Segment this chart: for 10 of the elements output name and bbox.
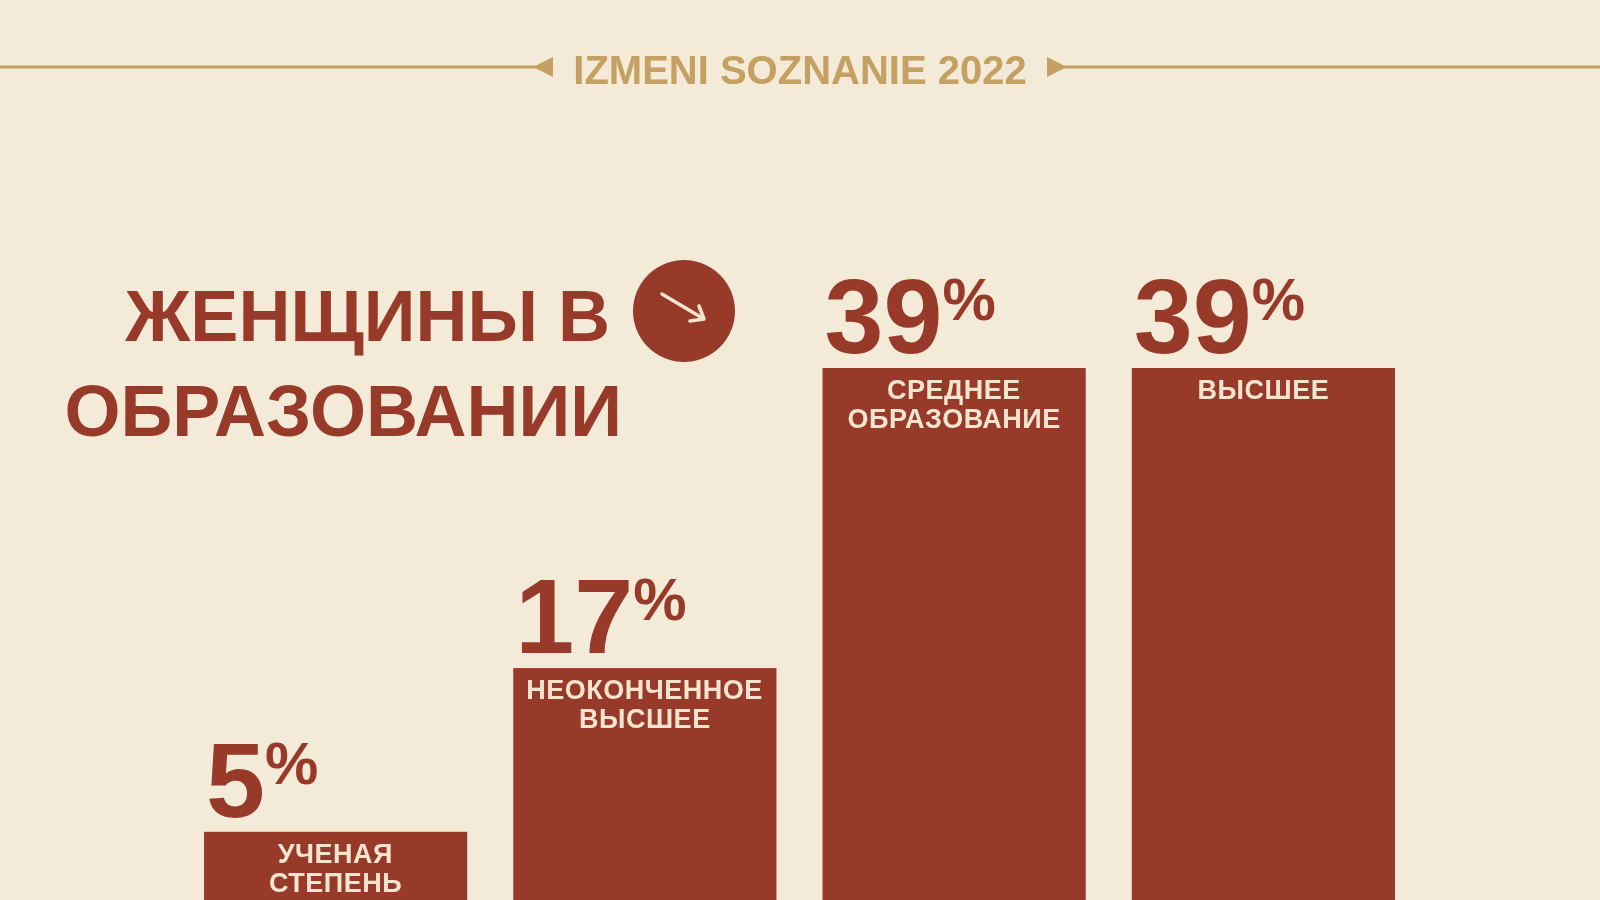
x-tick-label: НЕОКОНЧЕННОЕ ВЫСШЕЕ <box>526 675 763 735</box>
x-tick-label: УЧЕНАЯ СТЕПЕНЬ <box>269 838 403 898</box>
data-label: 39$^{%}$ <box>1133 257 1306 375</box>
data-label: 5$^{%}$ <box>206 720 319 839</box>
data-label: 17$^{%}$ <box>515 557 687 676</box>
x-tick-label: ВЫСШЕЕ <box>1197 375 1330 405</box>
chart-subtitle: IZMENI SOZNANIE 2022 <box>573 48 1027 92</box>
chart-title: ЖЕНЩИНЫ В ОБРАЗОВАНИИ <box>44 276 622 451</box>
data-label: 39$^{%}$ <box>824 257 996 375</box>
x-tick-label: СРЕДНЕЕ ОБРАЗОВАНИЕ <box>847 375 1061 434</box>
